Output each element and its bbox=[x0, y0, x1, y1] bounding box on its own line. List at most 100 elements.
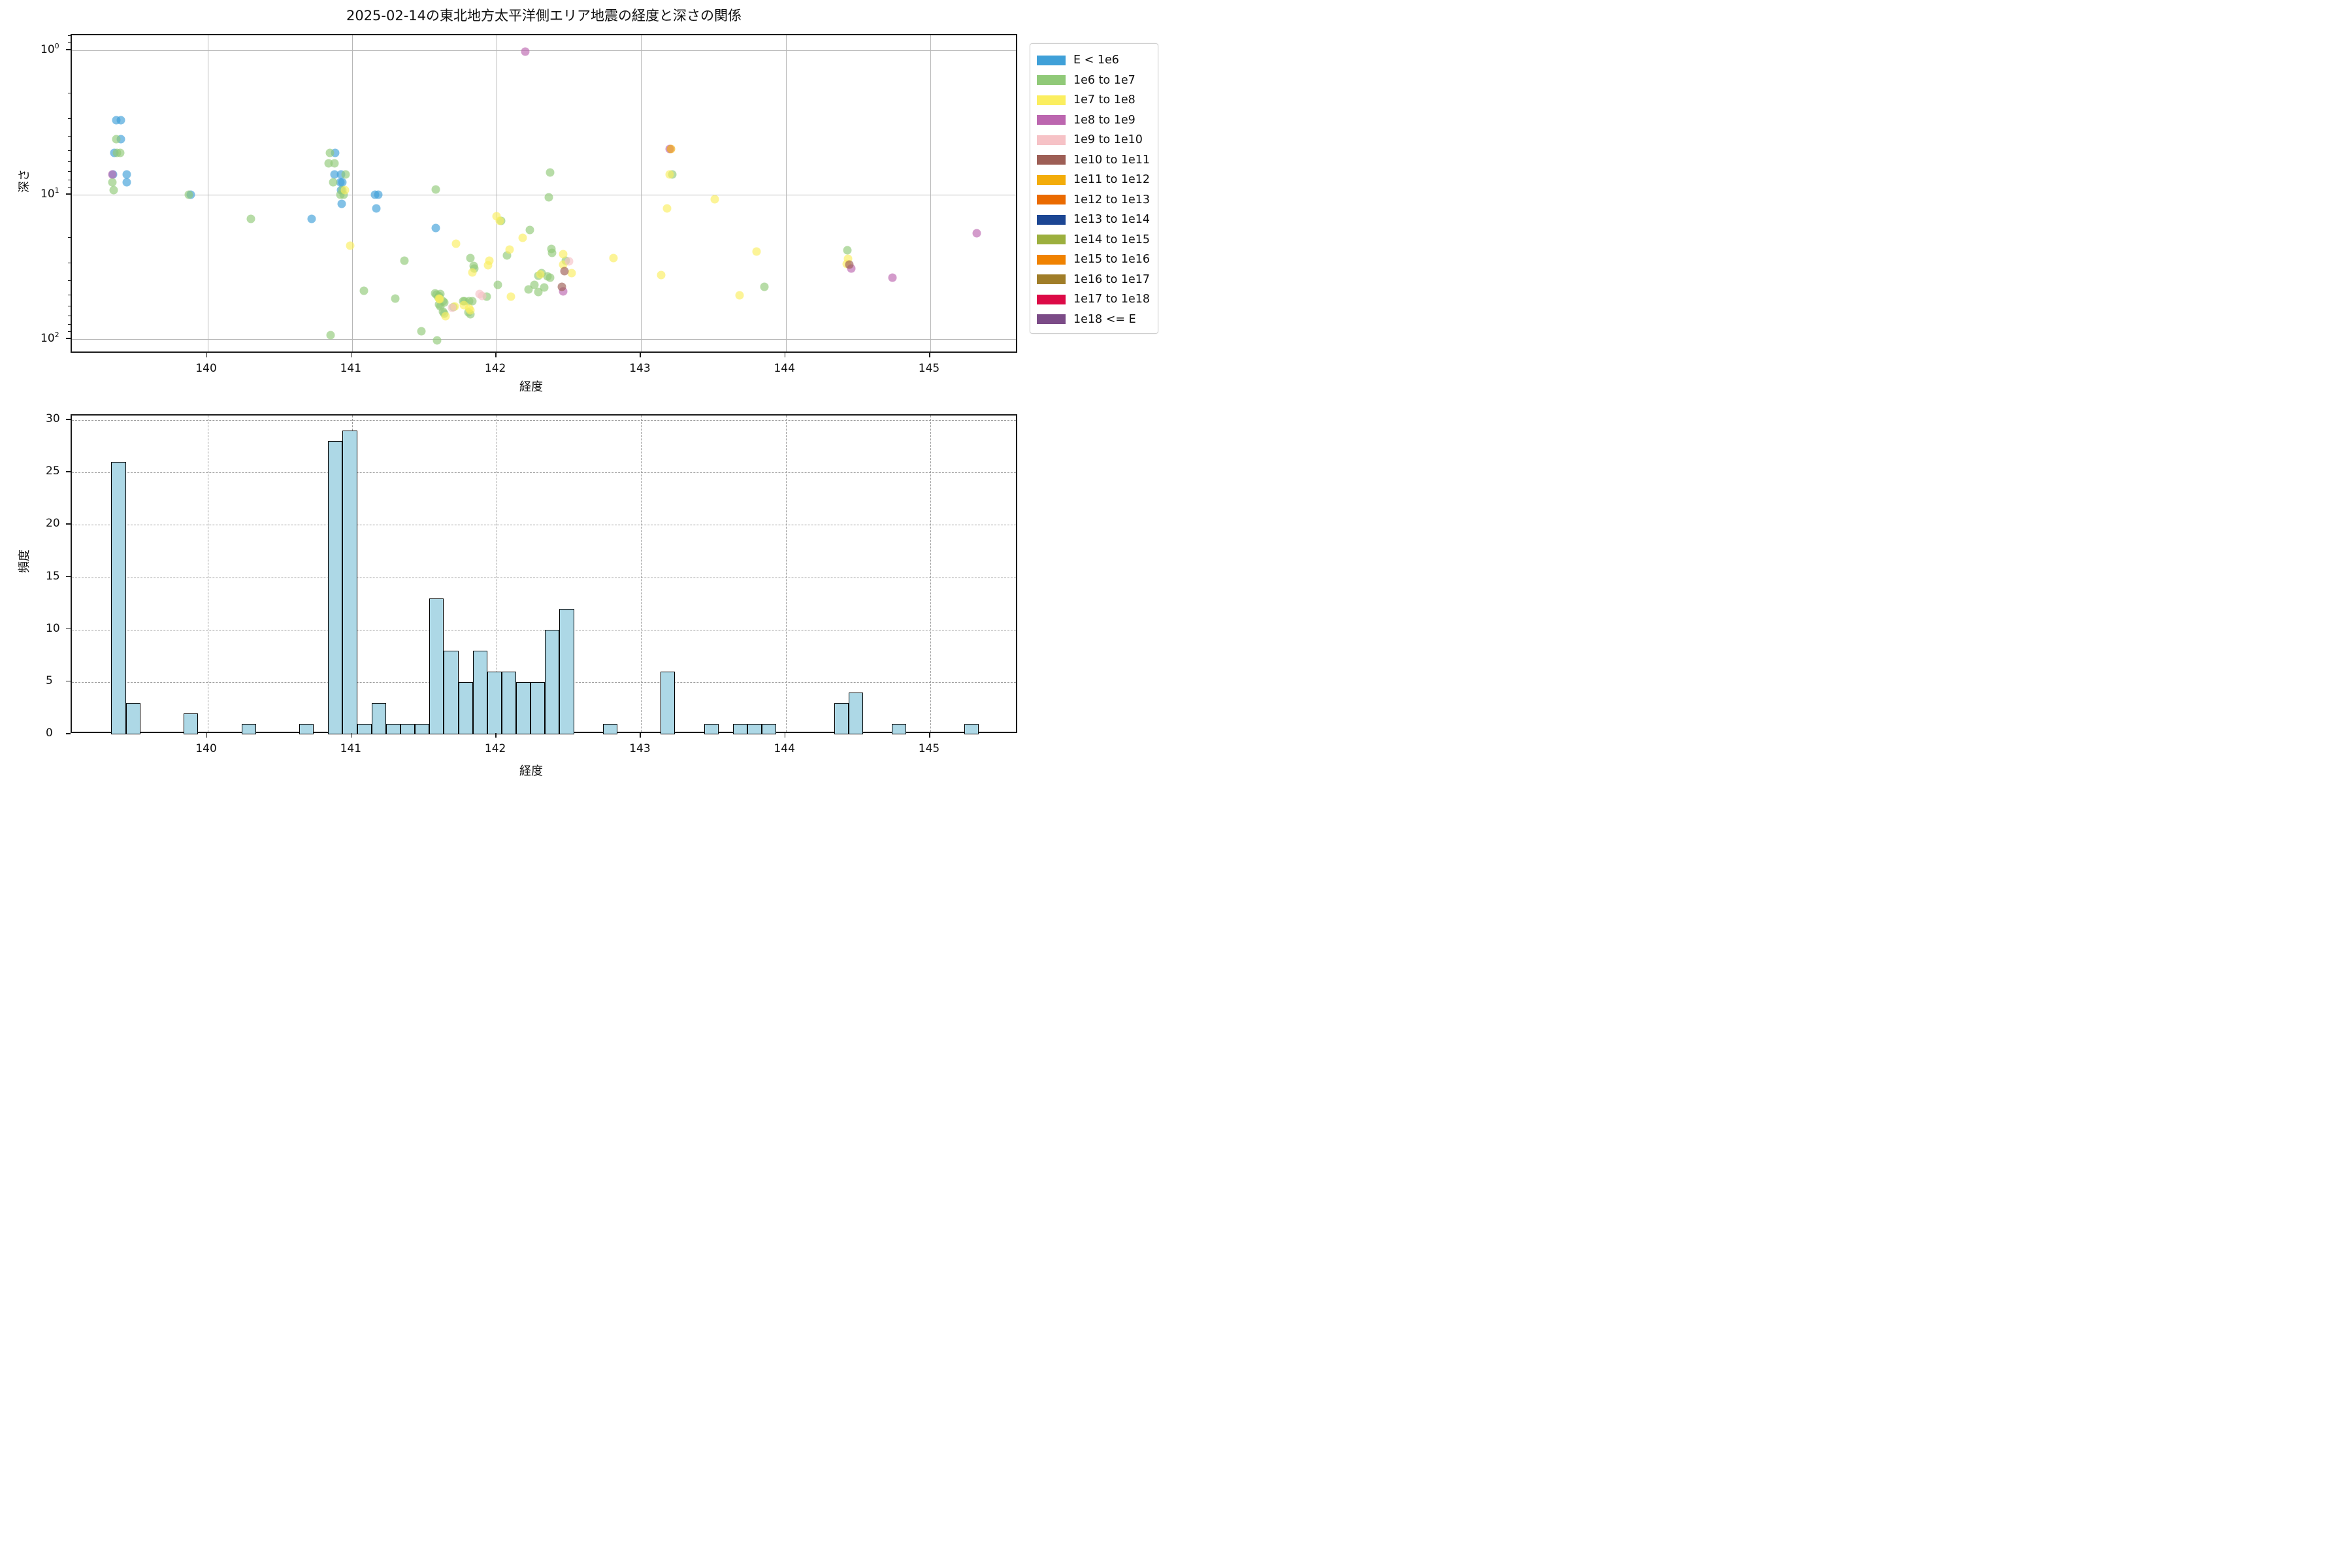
hist-bar bbox=[400, 723, 416, 734]
legend-swatch bbox=[1037, 55, 1066, 65]
scatter-point bbox=[329, 178, 338, 187]
hist-bar bbox=[501, 671, 517, 734]
y-tick-mark bbox=[66, 193, 71, 195]
scatter-plot-axes bbox=[71, 34, 1017, 353]
y-tick-label: 101 bbox=[41, 186, 59, 201]
scatter-point bbox=[374, 190, 383, 199]
x-tick-label: 141 bbox=[340, 742, 362, 755]
scatter-point bbox=[972, 229, 981, 238]
scatter-point bbox=[122, 170, 131, 179]
scatter-point bbox=[359, 286, 368, 295]
scatter-point bbox=[662, 204, 672, 213]
y-tick-mark bbox=[66, 576, 71, 578]
scatter-point bbox=[567, 269, 576, 278]
hist-bar bbox=[602, 723, 617, 734]
scatter-point bbox=[468, 268, 477, 277]
y-tick-label: 30 bbox=[46, 412, 60, 426]
scatter-point bbox=[468, 297, 477, 306]
hist-bar bbox=[184, 713, 199, 734]
y-tick-mark bbox=[66, 471, 71, 472]
scatter-point bbox=[448, 303, 457, 312]
histogram-axes bbox=[71, 414, 1017, 734]
x-tick-label: 143 bbox=[629, 742, 651, 755]
x-tick-mark bbox=[640, 353, 641, 357]
x-gridline bbox=[930, 35, 931, 351]
y-tick-mark bbox=[66, 419, 71, 420]
hist-bar bbox=[342, 431, 357, 734]
scatter-point bbox=[431, 185, 440, 194]
y-minor-tick-mark bbox=[68, 280, 71, 282]
hist-bar bbox=[111, 462, 126, 734]
legend-swatch bbox=[1037, 135, 1066, 145]
scatter-point bbox=[400, 256, 409, 265]
y-minor-tick-mark bbox=[68, 118, 71, 119]
scatter-point bbox=[391, 294, 400, 303]
legend-label: 1e16 to 1e17 bbox=[1073, 272, 1151, 286]
y-tick-mark bbox=[66, 680, 71, 682]
y-tick-label: 0 bbox=[46, 727, 53, 740]
legend-label: 1e6 to 1e7 bbox=[1073, 73, 1135, 87]
y-gridline bbox=[72, 472, 1016, 474]
x-tick-label: 142 bbox=[484, 362, 506, 375]
scatter-point bbox=[609, 253, 618, 263]
scatter-point bbox=[112, 135, 121, 144]
legend-label: 1e8 to 1e9 bbox=[1073, 113, 1135, 127]
hist-bar bbox=[531, 681, 546, 734]
legend-item: E < 1e6 bbox=[1037, 50, 1150, 71]
hist-bar bbox=[385, 723, 400, 734]
x-gridline bbox=[351, 35, 353, 351]
scatter-point bbox=[184, 190, 193, 199]
scatter-point bbox=[495, 216, 504, 225]
legend-item: 1e12 to 1e13 bbox=[1037, 190, 1150, 210]
scatter-point bbox=[560, 267, 569, 276]
y-gridline bbox=[72, 50, 1016, 51]
legend-swatch bbox=[1037, 254, 1066, 265]
legend-label: 1e9 to 1e10 bbox=[1073, 133, 1143, 147]
x-tick-mark bbox=[350, 733, 352, 738]
x-tick-mark bbox=[784, 733, 786, 738]
y-tick-mark bbox=[66, 338, 71, 339]
scatter-point bbox=[435, 295, 444, 304]
x-tick-mark bbox=[929, 733, 930, 738]
legend-item: 1e11 to 1e12 bbox=[1037, 170, 1150, 190]
scatter-point bbox=[330, 159, 339, 168]
scatter-point bbox=[417, 327, 426, 336]
y-minor-tick-mark bbox=[68, 136, 71, 137]
x-tick-mark bbox=[495, 733, 497, 738]
scatter-point bbox=[307, 214, 316, 223]
legend-label: 1e10 to 1e11 bbox=[1073, 153, 1151, 167]
hist-bar bbox=[487, 671, 502, 734]
y-minor-tick-mark bbox=[68, 150, 71, 151]
legend-item: 1e17 to 1e18 bbox=[1037, 289, 1150, 310]
y-minor-tick-mark bbox=[68, 187, 71, 188]
legend-swatch bbox=[1037, 214, 1066, 225]
hist-bar bbox=[516, 681, 531, 734]
hist-bar bbox=[704, 723, 719, 734]
y-tick-label: 25 bbox=[46, 465, 60, 478]
x-gridline bbox=[641, 35, 642, 351]
hist-bar bbox=[661, 671, 676, 734]
x-gridline bbox=[641, 416, 642, 732]
hist-bar bbox=[472, 650, 487, 734]
x-tick-mark bbox=[350, 353, 352, 357]
scatter-point bbox=[341, 170, 350, 179]
hist-bar bbox=[834, 702, 849, 734]
hist-bar bbox=[299, 723, 314, 734]
hist-bar bbox=[762, 723, 777, 734]
scatter-point bbox=[337, 199, 346, 208]
x-gridline bbox=[785, 35, 787, 351]
scatter-point bbox=[888, 273, 897, 282]
scatter-point bbox=[559, 250, 568, 259]
x-tick-mark bbox=[929, 353, 930, 357]
legend-item: 1e13 to 1e14 bbox=[1037, 210, 1150, 230]
y-minor-tick-mark bbox=[68, 42, 71, 43]
hist-bar bbox=[747, 723, 762, 734]
hist-bar bbox=[545, 629, 560, 734]
legend-item: 1e15 to 1e16 bbox=[1037, 250, 1150, 270]
x-gridline bbox=[930, 416, 931, 732]
y-tick-mark bbox=[66, 628, 71, 630]
scatter-point bbox=[338, 178, 347, 187]
legend-item: 1e10 to 1e11 bbox=[1037, 150, 1150, 171]
x-tick-label: 140 bbox=[195, 362, 217, 375]
hist-bar bbox=[848, 692, 864, 734]
